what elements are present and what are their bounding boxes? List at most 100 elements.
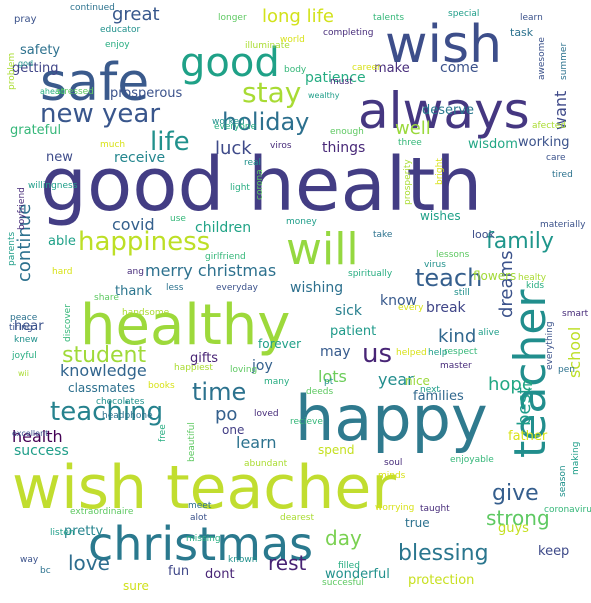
cloud-small-word-headphone-81: headphone: [102, 411, 153, 421]
cloud-small-word-enjoy-3: enjoy: [105, 40, 130, 50]
cloud-small-word-handsome-55: handsome: [122, 308, 170, 318]
cloud-small-word-afected-25: afected: [532, 121, 566, 131]
cloud-word-new-year-11: new year: [40, 99, 160, 129]
cloud-small-word-share-54: share: [94, 293, 119, 303]
cloud-word-success-47: success: [14, 443, 69, 459]
cloud-word-able-80: able: [48, 234, 76, 249]
cloud-word-merry-christmas-39: merry christmas: [145, 261, 276, 280]
cloud-word-safe-5: safe: [40, 53, 149, 113]
cloud-word-holiday-13: holiday: [222, 108, 309, 136]
cloud-small-word-prosperity-35: prosperity: [403, 159, 413, 205]
cloud-small-word-many-73: many: [264, 377, 290, 387]
cloud-word-fun-68: fun: [168, 564, 189, 579]
cloud-word-student-17: student: [62, 343, 146, 368]
cloud-word-know-56: know: [380, 293, 417, 309]
cloud-word-great-38: great: [112, 4, 160, 25]
cloud-word-things-50: things: [322, 140, 365, 156]
cloud-word-school-32: school: [565, 327, 584, 378]
cloud-small-word-season-92: season: [558, 465, 568, 497]
cloud-small-word-stressed-14: stressed: [56, 87, 94, 97]
cloud-word-teach-21: teach: [415, 264, 482, 292]
cloud-small-word-everyone-23: everyone: [214, 122, 257, 132]
cloud-small-word-excellent-80: excellent: [12, 429, 48, 438]
cloud-word-true-73: true: [405, 516, 430, 530]
cloud-word-learn-46: learn: [236, 433, 277, 452]
cloud-word-patience-48: patience: [305, 70, 366, 86]
cloud-small-word-smart-57: smart: [562, 309, 589, 319]
cloud-small-word-deeds-74: deeds: [306, 387, 334, 397]
cloud-word-father-76: father: [508, 429, 548, 444]
cloud-small-word-missing-93: missing: [186, 534, 221, 544]
cloud-word-sure-91: sure: [123, 579, 149, 593]
cloud-small-word-money-39: money: [286, 217, 318, 227]
cloud-small-word-summer-21: summer: [559, 43, 569, 80]
cloud-small-word-healty-45: healty: [518, 273, 547, 283]
cloud-small-word-dearest-95: dearest: [280, 513, 314, 523]
cloud-word-sick-55: sick: [335, 303, 363, 319]
cloud-small-word-help-69: help: [428, 348, 448, 358]
cloud-small-word-educator-2: educator: [100, 25, 140, 35]
cloud-small-word-spiritually-43: spiritually: [348, 269, 393, 279]
cloud-word-wonderful-70: wonderful: [325, 567, 390, 582]
cloud-word-family-20: family: [486, 229, 554, 254]
cloud-small-word-beautiful-84: beautiful: [187, 422, 197, 462]
cloud-small-word-way-100: way: [20, 555, 39, 565]
cloud-small-word-known-102: known: [228, 555, 258, 565]
cloud-small-word-ang-47: ang: [127, 267, 144, 277]
cloud-small-word-happiest-65: happiest: [174, 363, 213, 373]
cloud-word-teacher-9: teacher: [505, 289, 556, 458]
cloud-small-word-corona-34: corona: [255, 169, 265, 200]
cloud-word-spend-67: spend: [318, 443, 354, 457]
cloud-small-word-problem-15: problem: [7, 53, 17, 90]
cloud-small-word-pen-71: pen: [558, 365, 575, 375]
cloud-small-word-care-30: care: [546, 153, 566, 163]
cloud-word-kind-33: kind: [438, 326, 476, 347]
cloud-small-word-awesome-20: awesome: [537, 37, 547, 80]
cloud-small-word-making-89: making: [571, 442, 581, 475]
cloud-word-dreams-29: dreams: [496, 251, 517, 318]
cloud-small-word-god-12: god: [18, 59, 33, 68]
cloud-small-word-minds-86: minds: [378, 471, 406, 481]
cloud-small-word-alot-90: alot: [190, 513, 208, 523]
cloud-word-covid-40: covid: [112, 215, 155, 234]
cloud-word-flowers-90: flowers: [473, 269, 516, 283]
cloud-small-word-body-18: body: [284, 65, 307, 75]
cloud-small-word-tiring-60: tiring: [9, 323, 33, 333]
cloud-small-word-special-9: special: [448, 9, 479, 19]
cloud-word-prosperous-83: prosperous: [110, 86, 183, 101]
cloud-small-word-alive-59: alive: [478, 328, 500, 338]
cloud-word-keep-72: keep: [538, 544, 569, 559]
cloud-small-word-meet-91: meet: [188, 501, 212, 511]
cloud-small-word-bright-36: bright: [435, 158, 445, 185]
cloud-word-love-25: love: [68, 551, 110, 575]
cloud-word-christmas-7: christmas: [88, 517, 313, 571]
cloud-small-word-worked-22: worked: [212, 117, 245, 127]
cloud-small-word-girlfriend-48: girlfriend: [205, 252, 246, 262]
cloud-word-forever-61: forever: [258, 337, 301, 351]
cloud-small-word-succesful-104: succesful: [322, 578, 364, 588]
cloud-small-word-completing-7: completing: [323, 28, 373, 38]
cloud-small-word-every-56: every: [398, 303, 424, 313]
cloud-word-lots-42: lots: [318, 367, 347, 386]
cloud-word-healthy-3: healthy: [80, 293, 290, 358]
cloud-small-word-lessons-44: lessons: [436, 250, 470, 260]
cloud-word-nice-63: nice: [405, 374, 430, 388]
cloud-word-time-18: time: [192, 378, 246, 406]
cloud-small-word-loving-64: loving: [230, 365, 257, 375]
cloud-small-word-master-67: master: [440, 361, 472, 371]
cloud-small-word-taught-97: taught: [420, 504, 450, 514]
cloud-small-word-hard-46: hard: [52, 267, 72, 277]
cloud-small-word-parents-49: parents: [7, 231, 17, 266]
cloud-word-good-10: good: [180, 40, 280, 86]
cloud-word-year-43: year: [378, 370, 414, 389]
cloud-word-one-65: one: [222, 423, 244, 437]
cloud-small-word-pray-0: pray: [14, 14, 37, 25]
cloud-word-wisdom-87: wisdom: [468, 137, 518, 152]
cloud-word-wishes-88: wishes: [420, 209, 461, 223]
cloud-word-long-life-37: long life: [262, 6, 334, 27]
cloud-word-gifts-62: gifts: [190, 351, 218, 366]
cloud-word-protection-71: protection: [408, 573, 474, 588]
cloud-small-word-world-6: world: [280, 35, 305, 45]
cloud-word-give-22: give: [492, 481, 539, 506]
